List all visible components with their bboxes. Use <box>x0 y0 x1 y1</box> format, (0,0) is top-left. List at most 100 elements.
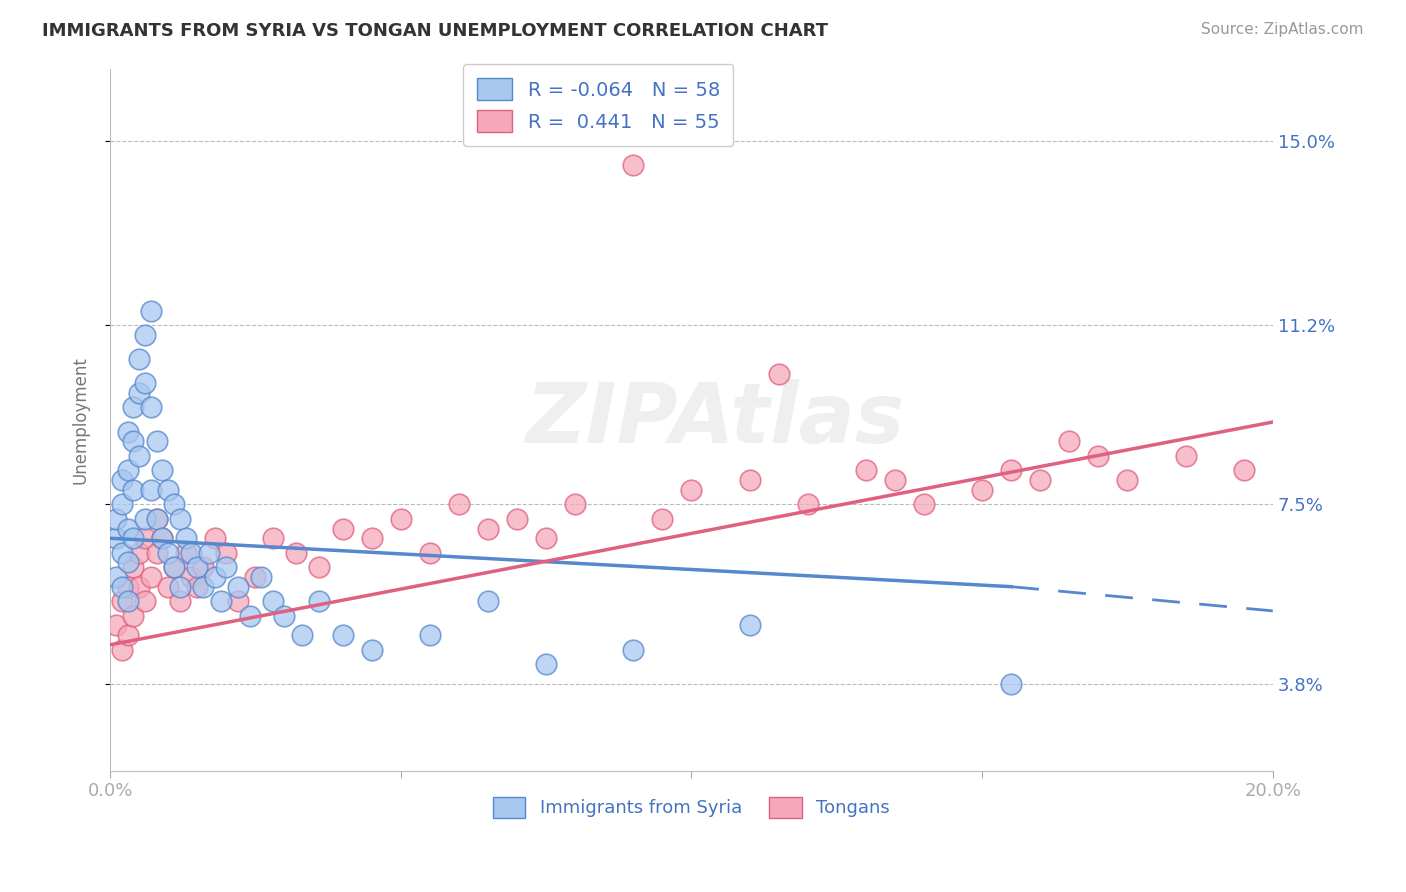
Point <box>145 512 167 526</box>
Point <box>1174 449 1197 463</box>
Point <box>139 401 162 415</box>
Point <box>117 556 139 570</box>
Point <box>163 560 186 574</box>
Point <box>139 483 162 497</box>
Point <box>883 473 905 487</box>
Point <box>122 434 145 449</box>
Point <box>1000 676 1022 690</box>
Point <box>1116 473 1139 487</box>
Point <box>506 512 529 526</box>
Point <box>291 628 314 642</box>
Point <box>186 580 208 594</box>
Point <box>332 628 354 642</box>
Point <box>1000 463 1022 477</box>
Point <box>912 497 935 511</box>
Point <box>145 512 167 526</box>
Point <box>360 642 382 657</box>
Point <box>1087 449 1109 463</box>
Point <box>111 473 134 487</box>
Point <box>180 570 202 584</box>
Point <box>226 594 249 608</box>
Point <box>122 531 145 545</box>
Point <box>332 522 354 536</box>
Point <box>145 546 167 560</box>
Point <box>681 483 703 497</box>
Point <box>128 449 150 463</box>
Point <box>308 560 330 574</box>
Point <box>104 618 127 632</box>
Point <box>169 594 191 608</box>
Point <box>117 594 139 608</box>
Point <box>128 580 150 594</box>
Point <box>564 497 586 511</box>
Text: Source: ZipAtlas.com: Source: ZipAtlas.com <box>1201 22 1364 37</box>
Point <box>134 512 156 526</box>
Point <box>534 531 557 545</box>
Point <box>180 546 202 560</box>
Legend: Immigrants from Syria, Tongans: Immigrants from Syria, Tongans <box>485 789 897 825</box>
Text: ZIPAtlas: ZIPAtlas <box>524 379 904 460</box>
Point <box>163 560 186 574</box>
Point <box>191 580 214 594</box>
Point <box>117 425 139 439</box>
Point <box>117 463 139 477</box>
Point <box>738 473 761 487</box>
Point <box>145 434 167 449</box>
Point <box>239 608 262 623</box>
Point <box>477 522 499 536</box>
Point <box>152 463 174 477</box>
Point <box>419 546 441 560</box>
Point <box>128 352 150 367</box>
Point <box>134 531 156 545</box>
Point <box>198 546 221 560</box>
Point <box>111 546 134 560</box>
Point <box>157 580 180 594</box>
Point <box>122 483 145 497</box>
Point <box>389 512 412 526</box>
Point <box>1059 434 1081 449</box>
Point <box>117 522 139 536</box>
Point <box>139 570 162 584</box>
Point <box>191 560 214 574</box>
Point <box>174 546 197 560</box>
Point <box>419 628 441 642</box>
Point <box>308 594 330 608</box>
Text: IMMIGRANTS FROM SYRIA VS TONGAN UNEMPLOYMENT CORRELATION CHART: IMMIGRANTS FROM SYRIA VS TONGAN UNEMPLOY… <box>42 22 828 40</box>
Point <box>117 580 139 594</box>
Point <box>796 497 818 511</box>
Point <box>360 531 382 545</box>
Point <box>174 531 197 545</box>
Point <box>1233 463 1256 477</box>
Point <box>204 531 226 545</box>
Point <box>104 512 127 526</box>
Point <box>111 594 134 608</box>
Point <box>215 560 238 574</box>
Point <box>855 463 877 477</box>
Y-axis label: Unemployment: Unemployment <box>72 356 89 483</box>
Point <box>111 497 134 511</box>
Point <box>447 497 470 511</box>
Point <box>738 618 761 632</box>
Point <box>117 628 139 642</box>
Point <box>134 376 156 391</box>
Point <box>1029 473 1052 487</box>
Point <box>122 560 145 574</box>
Point <box>134 594 156 608</box>
Point <box>169 580 191 594</box>
Point <box>122 608 145 623</box>
Point <box>157 546 180 560</box>
Point <box>186 560 208 574</box>
Point <box>111 580 134 594</box>
Point <box>134 327 156 342</box>
Point <box>215 546 238 560</box>
Point <box>128 386 150 401</box>
Point <box>477 594 499 608</box>
Point <box>621 158 644 172</box>
Point <box>273 608 295 623</box>
Point <box>768 367 790 381</box>
Point <box>169 512 191 526</box>
Point <box>534 657 557 672</box>
Point <box>262 594 284 608</box>
Point <box>104 531 127 545</box>
Point <box>152 531 174 545</box>
